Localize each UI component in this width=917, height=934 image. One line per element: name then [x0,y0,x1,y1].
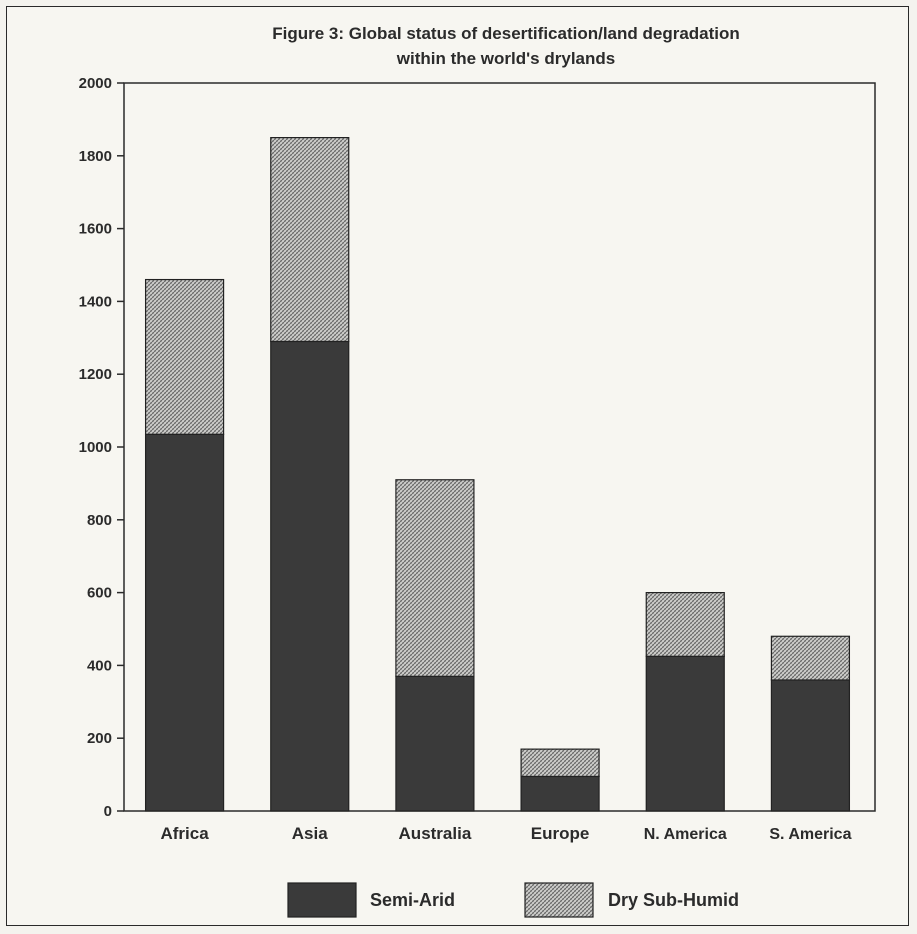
x-axis-labels: Africa Asia Australia Europe N. America S. Am… [160,824,851,843]
x-tick-label: S. America [769,826,851,843]
y-tick-label: 1600 [79,221,112,238]
bar-n-america-semi-arid [645,655,725,812]
legend: Semi-Arid Dry Sub-Humid [287,882,739,918]
bar-europe-dry-sub-humid [520,748,600,778]
y-tick-label: 1000 [79,439,112,456]
x-tick-label: Asia [292,824,328,843]
y-tick-label: 1800 [79,148,112,165]
y-tick-label: 600 [87,585,112,602]
bar-australia-dry-sub-humid [395,479,475,677]
bar-asia-semi-arid [270,340,350,812]
bar-s-america-semi-arid [770,679,851,812]
chart-title-line-2: within the world's drylands [396,49,615,68]
y-tick-label: 1200 [79,366,112,383]
x-tick-label: Europe [531,824,590,843]
legend-label-dry-sub-humid: Dry Sub-Humid [608,890,739,910]
legend-swatch-dry-sub-humid [524,882,594,918]
y-tick-label: 800 [87,512,112,529]
y-tick-label: 400 [87,657,112,674]
bar-africa-dry-sub-humid [144,278,225,435]
chart-title-line-1: Figure 3: Global status of desertificati… [272,24,740,43]
bars [144,137,851,812]
x-tick-label: Africa [160,824,209,843]
legend-swatch-semi-arid [287,882,357,918]
plot-area [123,82,876,812]
chart: Figure 3: Global status of desertificati… [79,24,876,918]
x-tick-label: Australia [399,824,472,843]
legend-label-semi-arid: Semi-Arid [370,890,455,910]
y-tick-label: 200 [87,730,112,747]
bar-africa-semi-arid [144,433,225,812]
figure-frame: Figure 3: Global status of desertificati… [6,6,909,926]
y-axis: 0 200 400 600 800 1000 1200 1400 1600 1800 2000 [79,75,124,820]
bar-asia-dry-sub-humid [270,137,350,343]
bar-australia-semi-arid [395,675,475,812]
bar-n-america-dry-sub-humid [645,591,725,657]
bar-s-america-dry-sub-humid [770,635,851,681]
y-tick-label: 2000 [79,75,112,92]
y-tick-label: 1400 [79,293,112,310]
bar-europe-semi-arid [520,775,600,812]
y-tick-label: 0 [104,803,112,820]
x-tick-label: N. America [644,826,727,843]
